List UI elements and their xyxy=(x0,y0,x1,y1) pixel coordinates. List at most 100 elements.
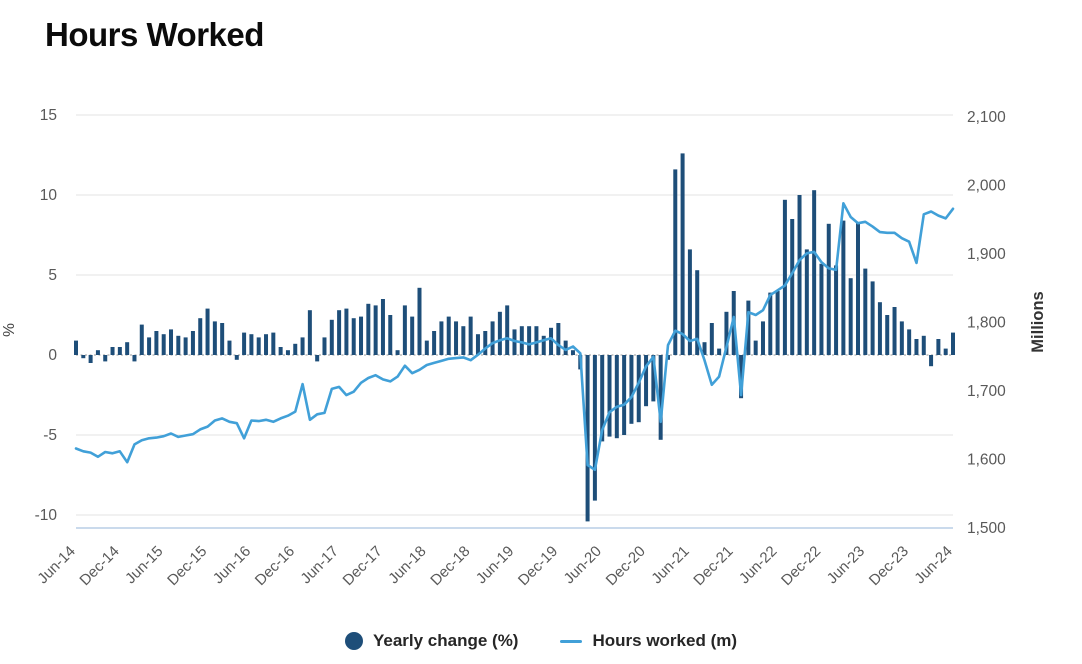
svg-text:Dec-15: Dec-15 xyxy=(164,543,210,589)
bar-70 xyxy=(585,355,590,522)
bar-3 xyxy=(95,350,100,355)
svg-text:Jun-24: Jun-24 xyxy=(911,543,955,587)
bar-117 xyxy=(929,355,934,367)
bar-48 xyxy=(424,340,429,355)
bar-8 xyxy=(132,355,137,362)
bar-59 xyxy=(505,305,510,355)
bar-9 xyxy=(139,324,144,355)
svg-text:Jun-21: Jun-21 xyxy=(648,543,692,587)
bar-0 xyxy=(74,340,78,355)
svg-text:Dec-23: Dec-23 xyxy=(866,543,912,589)
bar-103 xyxy=(826,223,831,355)
svg-text:Jun-16: Jun-16 xyxy=(210,543,254,587)
bar-63 xyxy=(534,326,539,355)
bar-37 xyxy=(344,308,349,355)
svg-text:1,600: 1,600 xyxy=(967,452,1006,469)
chart-legend: Yearly change (%) Hours worked (m) xyxy=(0,622,1082,660)
bar-14 xyxy=(176,335,181,355)
bar-32 xyxy=(307,310,312,355)
svg-text:Jun-17: Jun-17 xyxy=(297,543,341,587)
bar-65 xyxy=(549,327,554,355)
bar-23 xyxy=(242,332,247,355)
bar-85 xyxy=(695,270,700,355)
bar-82 xyxy=(673,169,678,355)
bar-45 xyxy=(402,305,407,355)
bar-51 xyxy=(446,316,451,355)
svg-text:15: 15 xyxy=(40,107,57,124)
bar-118 xyxy=(936,339,941,355)
bar-49 xyxy=(432,331,437,355)
bar-55 xyxy=(475,334,480,355)
legend-label-hours-worked: Hours worked (m) xyxy=(592,631,738,650)
bar-42 xyxy=(380,299,385,355)
bar-1 xyxy=(81,355,86,359)
bar-52 xyxy=(454,321,459,355)
bar-120 xyxy=(951,332,955,355)
bar-40 xyxy=(366,303,371,355)
bar-4 xyxy=(103,355,108,362)
bar-53 xyxy=(461,326,466,355)
bar-100 xyxy=(804,249,809,355)
bar-94 xyxy=(760,321,765,355)
yearly-change-bars xyxy=(74,153,955,522)
bar-27 xyxy=(271,332,276,355)
bar-115 xyxy=(914,339,919,355)
bar-25 xyxy=(256,337,261,355)
bar-38 xyxy=(351,318,356,355)
bar-44 xyxy=(395,350,400,355)
bar-75 xyxy=(622,355,627,435)
bar-108 xyxy=(863,268,868,355)
svg-text:Dec-17: Dec-17 xyxy=(340,543,386,589)
bar-104 xyxy=(834,265,839,355)
bar-119 xyxy=(943,348,948,355)
bar-112 xyxy=(892,307,897,355)
bar-96 xyxy=(775,291,780,355)
bar-106 xyxy=(848,278,853,355)
svg-text:2,100: 2,100 xyxy=(967,109,1006,126)
legend-item-yearly-change[interactable]: Yearly change (%) xyxy=(344,631,518,651)
bar-41 xyxy=(373,305,378,355)
bar-24 xyxy=(249,334,254,355)
bar-46 xyxy=(410,316,415,355)
bar-89 xyxy=(724,311,729,355)
bar-83 xyxy=(680,153,685,355)
bar-15 xyxy=(183,337,188,355)
bar-30 xyxy=(293,343,298,355)
legend-item-hours-worked[interactable]: Hours worked (m) xyxy=(560,631,737,651)
svg-text:Jun-19: Jun-19 xyxy=(473,543,517,587)
bar-109 xyxy=(870,281,875,355)
hours-worked-swatch-icon xyxy=(560,639,583,643)
bar-64 xyxy=(541,335,546,355)
bar-57 xyxy=(490,321,495,355)
bar-84 xyxy=(687,249,692,355)
bar-10 xyxy=(147,337,152,355)
page-title: Hours Worked xyxy=(45,16,264,53)
svg-text:5: 5 xyxy=(48,267,57,284)
bar-98 xyxy=(790,219,795,355)
svg-text:Dec-18: Dec-18 xyxy=(427,543,473,589)
bar-35 xyxy=(329,319,334,355)
bar-80 xyxy=(658,355,663,440)
svg-text:2,000: 2,000 xyxy=(967,178,1006,195)
svg-text:-5: -5 xyxy=(43,427,57,444)
bar-78 xyxy=(644,355,649,407)
bar-13 xyxy=(169,329,174,355)
bar-16 xyxy=(190,331,195,355)
svg-text:Jun-20: Jun-20 xyxy=(561,543,605,587)
bar-7 xyxy=(125,342,130,355)
bar-92 xyxy=(746,300,751,355)
bar-101 xyxy=(812,190,817,355)
svg-text:1,800: 1,800 xyxy=(967,315,1006,332)
bar-20 xyxy=(220,323,225,355)
bar-39 xyxy=(359,316,364,355)
bar-47 xyxy=(417,287,422,355)
svg-text:Jun-18: Jun-18 xyxy=(385,543,429,587)
svg-text:Jun-23: Jun-23 xyxy=(824,543,868,587)
bar-93 xyxy=(753,340,758,355)
bar-17 xyxy=(198,318,203,355)
bar-76 xyxy=(629,355,634,424)
bar-91 xyxy=(739,355,744,399)
bar-6 xyxy=(117,347,122,355)
bar-21 xyxy=(227,340,232,355)
